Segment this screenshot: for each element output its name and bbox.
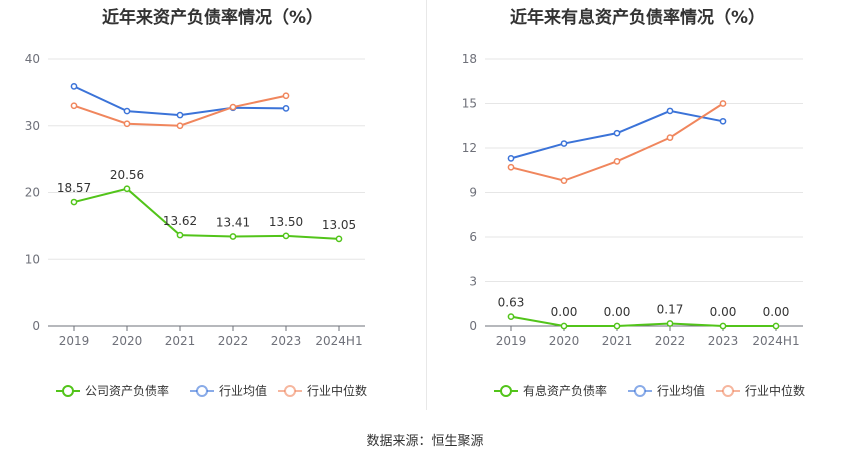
- interest-debt-y-tick-label: 6: [469, 230, 477, 244]
- interest-debt-legend-label: 行业均值: [657, 383, 705, 398]
- interest-debt-data-point-1: [507, 155, 515, 162]
- interest-debt-data-point-0: [719, 322, 727, 330]
- debt-data-label: 13.50: [269, 215, 303, 229]
- interest-debt-data-point-0: [772, 322, 780, 330]
- interest-debt-data-label: 0.00: [710, 305, 737, 319]
- debt-y-tick-label: 0: [32, 319, 40, 333]
- chart-title-interest-debt-ratio: 近年来有息资产负债率情况（%）: [509, 8, 766, 28]
- interest-debt-legend-marker-icon: [634, 385, 646, 397]
- interest-debt-y-tick-label: 0: [469, 319, 477, 333]
- debt-data-label: 13.62: [163, 214, 197, 228]
- debt-series-line-0: [73, 187, 340, 240]
- debt-data-point-0: [70, 198, 78, 206]
- debt-legend-item-0: 公司资产负债率: [56, 383, 169, 398]
- debt-data-point-2: [229, 103, 237, 111]
- interest-debt-data-label: 0.00: [551, 305, 578, 319]
- debt-data-point-1: [70, 83, 78, 90]
- debt-data-point-2: [282, 92, 290, 100]
- debt-data-point-0: [123, 185, 131, 193]
- debt-x-tick-label: 2021: [165, 334, 196, 348]
- interest-debt-data-point-1: [613, 129, 621, 137]
- debt-data-label: 20.56: [110, 168, 144, 182]
- interest-debt-legend-marker-icon: [500, 385, 512, 397]
- debt-data-point-1: [282, 105, 290, 112]
- debt-data-point-1: [123, 107, 131, 115]
- debt-data-label: 13.05: [322, 218, 356, 232]
- interest-debt-legend-label: 行业中位数: [745, 383, 805, 398]
- interest-debt-y-tick-label: 12: [462, 141, 477, 155]
- interest-debt-y-tick-label: 3: [469, 275, 477, 289]
- debt-data-point-2: [123, 120, 131, 128]
- interest-debt-legend-item-0: 有息资产负债率: [494, 383, 607, 398]
- debt-data-point-0: [176, 231, 184, 239]
- debt-x-tick-label: 2019: [59, 334, 90, 348]
- interest-debt-ratio-chart: 0 3 6 9 12 15 18 2019 2020 2021 2022 2023 2024H1 0.63…: [462, 52, 805, 398]
- interest-debt-data-point-1: [666, 107, 674, 115]
- debt-x-tick-label: 2023: [271, 334, 302, 348]
- interest-debt-data-point-2: [666, 134, 674, 141]
- interest-debt-y-tick-label: 18: [462, 52, 477, 66]
- debt-y-tick-label: 10: [25, 252, 40, 266]
- panel-divider: [426, 0, 427, 410]
- debt-data-point-2: [176, 122, 184, 130]
- debt-legend-marker-icon: [62, 385, 74, 397]
- interest-debt-y-tick-label: 15: [462, 97, 477, 111]
- interest-debt-data-point-1: [560, 140, 568, 147]
- interest-debt-data-point-2: [613, 158, 621, 165]
- interest-debt-data-point-2: [719, 100, 727, 107]
- debt-y-tick-label: 30: [25, 119, 40, 133]
- interest-debt-y-tick-label: 9: [469, 186, 477, 200]
- interest-debt-data-label: 0.00: [604, 305, 631, 319]
- debt-legend-label: 公司资产负债率: [85, 383, 169, 398]
- debt-x-tick-label: 2024H1: [315, 334, 362, 348]
- interest-debt-x-tick-label: 2019: [496, 334, 527, 348]
- interest-debt-series-line-0: [510, 315, 776, 327]
- interest-debt-data-label: 0.63: [498, 296, 525, 310]
- debt-x-tick-label: 2020: [112, 334, 143, 348]
- chart-title-debt-ratio: 近年来资产负债率情况（%）: [101, 8, 324, 28]
- debt-data-label: 13.41: [216, 215, 250, 229]
- debt-legend-marker-icon: [284, 385, 296, 397]
- interest-debt-data-point-0: [560, 322, 568, 330]
- interest-debt-data-point-0: [666, 320, 674, 327]
- data-source-note: 数据来源：恒生聚源: [366, 434, 484, 449]
- debt-data-point-0: [282, 232, 290, 240]
- interest-debt-data-label: 0.17: [657, 302, 684, 316]
- interest-debt-data-label: 0.00: [763, 305, 790, 319]
- debt-data-point-0: [335, 235, 343, 243]
- interest-debt-legend-label: 有息资产负债率: [523, 383, 607, 398]
- interest-debt-data-point-0: [613, 322, 621, 330]
- interest-debt-x-tick-label: 2021: [602, 334, 633, 348]
- debt-data-point-2: [70, 102, 78, 110]
- interest-debt-data-point-1: [719, 117, 727, 125]
- interest-debt-data-point-2: [560, 177, 568, 184]
- debt-data-point-0: [229, 233, 237, 240]
- interest-debt-x-tick-label: 2020: [549, 334, 580, 348]
- debt-legend-marker-icon: [196, 385, 208, 397]
- interest-debt-legend-marker-icon: [722, 385, 734, 397]
- debt-legend-label: 行业中位数: [307, 383, 367, 398]
- interest-debt-data-point-2: [507, 163, 515, 171]
- debt-legend-item-1: 行业均值: [190, 383, 267, 398]
- interest-debt-legend-item-2: 行业中位数: [716, 383, 805, 398]
- debt-ratio-chart: 0 10 20 30 40 2019 2020 2021 2022 2023 2024H1 18.57…: [25, 52, 367, 398]
- interest-debt-x-tick-label: 2022: [655, 334, 686, 348]
- debt-legend-label: 行业均值: [219, 383, 267, 398]
- debt-data-label: 18.57: [57, 181, 91, 195]
- debt-x-tick-label: 2022: [218, 334, 249, 348]
- debt-data-point-1: [176, 111, 184, 119]
- interest-debt-x-tick-label: 2023: [708, 334, 739, 348]
- interest-debt-legend-item-1: 行业均值: [628, 383, 705, 398]
- interest-debt-x-tick-label: 2024H1: [752, 334, 799, 348]
- debt-y-tick-label: 20: [25, 186, 40, 200]
- debt-y-tick-label: 40: [25, 52, 40, 66]
- interest-debt-data-point-0: [507, 313, 515, 321]
- debt-legend-item-2: 行业中位数: [278, 383, 367, 398]
